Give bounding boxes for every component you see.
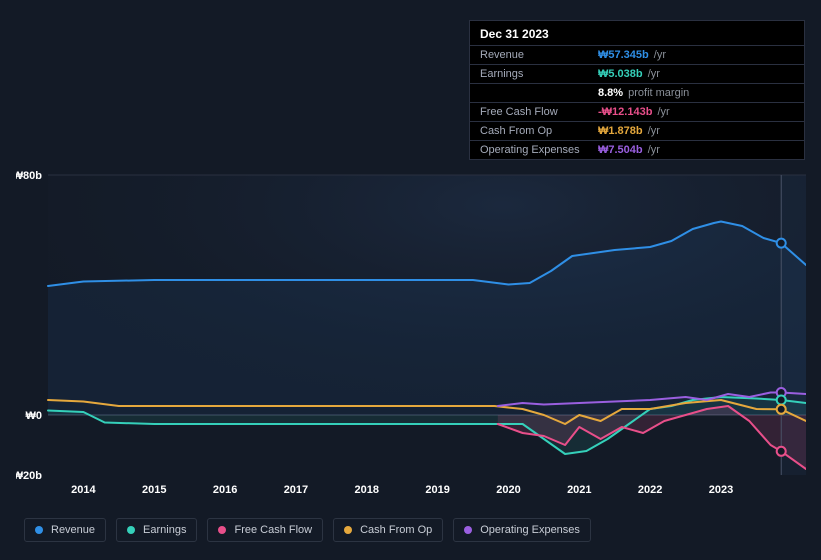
- tooltip-row-label: Revenue: [480, 49, 598, 61]
- legend-item[interactable]: Operating Expenses: [453, 518, 591, 542]
- tooltip-row-value: ₩7.504b /yr: [598, 144, 660, 156]
- tooltip-row-label: Cash From Op: [480, 125, 598, 137]
- svg-text:2016: 2016: [213, 484, 237, 496]
- legend-dot-icon: [35, 526, 43, 534]
- tooltip-row: 8.8% profit margin: [470, 84, 804, 103]
- tooltip-row-label: Earnings: [480, 68, 598, 80]
- tooltip-row-label: [480, 87, 598, 99]
- legend-dot-icon: [218, 526, 226, 534]
- legend-label: Revenue: [51, 524, 95, 536]
- tooltip-row-value: 8.8% profit margin: [598, 87, 689, 99]
- tooltip-row: Free Cash Flow-₩12.143b /yr: [470, 103, 804, 122]
- legend-item[interactable]: Free Cash Flow: [207, 518, 323, 542]
- legend-item[interactable]: Earnings: [116, 518, 197, 542]
- legend-label: Earnings: [143, 524, 186, 536]
- tooltip-row-value: ₩57.345b /yr: [598, 49, 666, 61]
- legend-dot-icon: [344, 526, 352, 534]
- svg-text:-₩20b: -₩20b: [16, 470, 42, 482]
- chart-tooltip: Dec 31 2023 Revenue₩57.345b /yrEarnings₩…: [469, 20, 805, 160]
- svg-text:2015: 2015: [142, 484, 166, 496]
- tooltip-row-value: ₩5.038b /yr: [598, 68, 660, 80]
- svg-text:2022: 2022: [638, 484, 662, 496]
- svg-text:2020: 2020: [496, 484, 520, 496]
- svg-text:₩80b: ₩80b: [16, 170, 42, 182]
- legend-dot-icon: [464, 526, 472, 534]
- svg-text:2018: 2018: [355, 484, 379, 496]
- tooltip-row: Earnings₩5.038b /yr: [470, 65, 804, 84]
- tooltip-row-value: ₩1.878b /yr: [598, 125, 660, 137]
- tooltip-row-value: -₩12.143b /yr: [598, 106, 670, 118]
- tooltip-row: Operating Expenses₩7.504b /yr: [470, 141, 804, 159]
- tooltip-row-label: Operating Expenses: [480, 144, 598, 156]
- tooltip-row: Revenue₩57.345b /yr: [470, 46, 804, 65]
- tooltip-row: Cash From Op₩1.878b /yr: [470, 122, 804, 141]
- tooltip-rows: Revenue₩57.345b /yrEarnings₩5.038b /yr8.…: [470, 46, 804, 159]
- legend-label: Free Cash Flow: [234, 524, 312, 536]
- svg-text:2023: 2023: [709, 484, 733, 496]
- legend-label: Operating Expenses: [480, 524, 580, 536]
- tooltip-row-label: Free Cash Flow: [480, 106, 598, 118]
- chart-legend: Revenue Earnings Free Cash Flow Cash From O…: [24, 518, 591, 542]
- svg-text:2021: 2021: [567, 484, 591, 496]
- legend-label: Cash From Op: [360, 524, 432, 536]
- svg-text:2019: 2019: [425, 484, 449, 496]
- svg-text:2017: 2017: [284, 484, 308, 496]
- tooltip-date: Dec 31 2023: [470, 21, 804, 46]
- svg-text:₩0: ₩0: [26, 410, 43, 422]
- financials-chart[interactable]: ₩80b ₩0 -₩20b 2014 2015 2016 2017 2018 2019 2020 2…: [16, 155, 806, 510]
- legend-item[interactable]: Cash From Op: [333, 518, 443, 542]
- legend-dot-icon: [127, 526, 135, 534]
- svg-text:2014: 2014: [71, 484, 96, 496]
- legend-item[interactable]: Revenue: [24, 518, 106, 542]
